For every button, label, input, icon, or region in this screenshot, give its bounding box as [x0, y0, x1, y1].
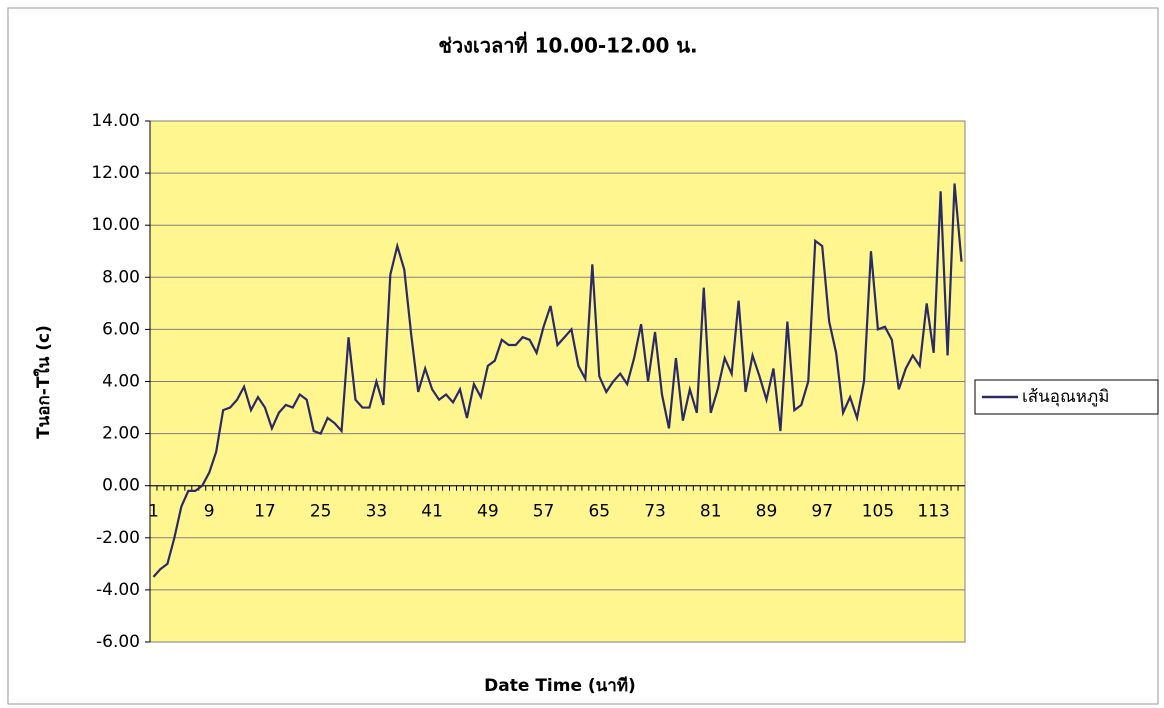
- y-tick-label: 12.00: [91, 163, 140, 183]
- data-line: [152, 183, 963, 578]
- legend-label: เส้นอุณหภูมิ: [1022, 387, 1109, 407]
- y-axis-label: Tนอก-Tใน (c): [33, 325, 54, 439]
- y-tick-label: 6.00: [102, 319, 140, 339]
- y-tick-label: -2.00: [96, 528, 140, 548]
- x-tick-label: 57: [533, 502, 555, 522]
- x-tick-label: 89: [756, 502, 778, 522]
- y-tick-label: 8.00: [102, 267, 140, 287]
- x-tick-label: 33: [366, 502, 388, 522]
- y-tick-label: 14.00: [91, 111, 140, 131]
- y-tick-label: -6.00: [96, 632, 140, 652]
- y-tick-label: 10.00: [91, 215, 140, 235]
- x-tick-label: 17: [254, 502, 276, 522]
- y-tick-label: 2.00: [102, 424, 140, 444]
- x-tick-label: 113: [917, 502, 949, 522]
- x-tick-label: 49: [477, 502, 499, 522]
- y-tick-label: 4.00: [102, 372, 140, 392]
- y-tick-label: 0.00: [102, 476, 140, 496]
- x-tick-label: 73: [644, 502, 666, 522]
- y-tick-label: -4.00: [96, 580, 140, 600]
- x-tick-label: 41: [421, 502, 443, 522]
- x-tick-label: 65: [588, 502, 610, 522]
- x-tick-label: 25: [310, 502, 332, 522]
- x-tick-label: 97: [811, 502, 833, 522]
- x-tick-label: 1: [148, 502, 159, 522]
- x-axis-label: Date Time (นาที): [484, 675, 636, 696]
- chart-title: ช่วงเวลาที่ 10.00-12.00 น.: [438, 31, 697, 58]
- x-tick-label: 105: [862, 502, 894, 522]
- x-tick-label: 9: [204, 502, 215, 522]
- x-tick-label: 81: [700, 502, 722, 522]
